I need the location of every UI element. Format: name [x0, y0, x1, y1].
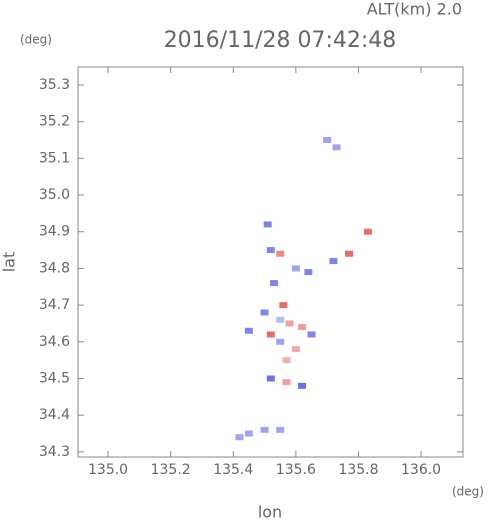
x-tick-label: 136.0: [401, 462, 441, 478]
radar-echo: [298, 324, 307, 331]
chart-title: 2016/11/28 07:42:48: [164, 28, 397, 53]
x-axis-label: lon: [258, 503, 282, 522]
radar-echo: [307, 331, 316, 338]
radar-echo: [276, 316, 285, 323]
radar-echo: [298, 382, 307, 389]
x-unit: (deg): [452, 485, 484, 499]
radar-echo: [260, 426, 269, 433]
y-tick-label: 35.0: [39, 187, 70, 203]
y-tick-label: 34.7: [39, 297, 70, 313]
y-tick-label: 35.2: [39, 114, 70, 130]
radar-echo: [282, 357, 291, 364]
x-tick-label: 135.0: [88, 462, 128, 478]
y-tick-label: 35.1: [39, 150, 70, 166]
radar-echo: [244, 430, 253, 437]
radar-echo: [235, 434, 244, 441]
radar-echo: [282, 379, 291, 386]
radar-echo: [260, 309, 269, 316]
radar-echo: [266, 375, 275, 382]
radar-echo: [285, 320, 294, 327]
radar-echo: [269, 280, 278, 287]
y-tick-label: 34.6: [39, 334, 70, 350]
radar-echo: [291, 346, 300, 353]
x-tick-label: 135.6: [276, 462, 316, 478]
radar-echo: [276, 250, 285, 257]
y-tick-label: 35.3: [39, 77, 70, 93]
radar-echo: [266, 331, 275, 338]
radar-echo: [276, 426, 285, 433]
radar-echo: [332, 144, 341, 151]
radar-echo: [279, 302, 288, 309]
plot-frame: [77, 66, 464, 458]
radar-echo: [291, 265, 300, 272]
radar-echo: [276, 338, 285, 345]
radar-echo: [244, 327, 253, 334]
x-tick-label: 135.8: [338, 462, 378, 478]
radar-echo: [304, 269, 313, 276]
radar-echo: [323, 137, 332, 144]
annotation: ALT(km) 2.0: [367, 0, 462, 19]
radar-echo: [266, 247, 275, 254]
y-tick-label: 34.9: [39, 224, 70, 240]
radar-echo: [329, 258, 338, 265]
y-tick-label: 34.3: [39, 444, 70, 460]
radar-echo: [345, 250, 354, 257]
y-tick-label: 34.5: [39, 370, 70, 386]
radar-echo: [263, 221, 272, 228]
y-unit: (deg): [20, 33, 52, 47]
x-tick-label: 135.4: [213, 462, 253, 478]
x-tick-label: 135.2: [151, 462, 191, 478]
radar-echo: [363, 228, 372, 235]
y-axis-label: lat: [0, 252, 19, 273]
y-tick-label: 34.8: [39, 260, 70, 276]
y-tick-label: 34.4: [39, 407, 70, 423]
